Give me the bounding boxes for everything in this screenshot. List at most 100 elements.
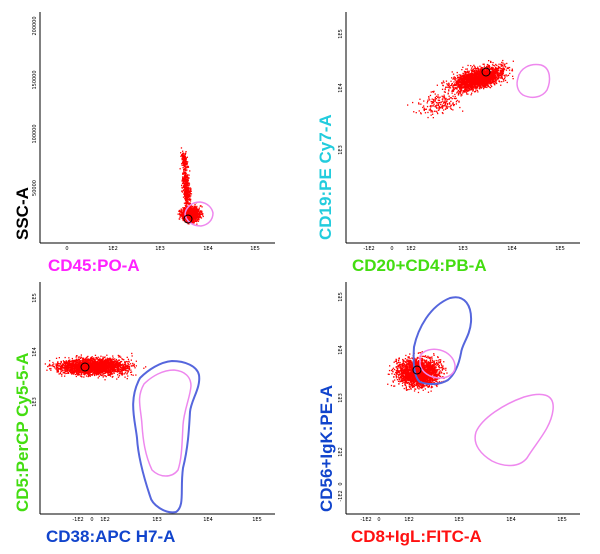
event-dot [187,188,189,190]
event-dot [191,210,193,212]
event-dot [199,214,201,216]
event-dot [197,209,200,211]
event-dot [489,83,492,85]
event-dot [512,60,514,62]
event-dot [470,67,473,69]
event-dot [55,367,58,369]
event-dot [496,69,498,71]
event-dot [436,104,438,106]
event-dot [184,187,186,189]
event-dot [468,88,470,90]
event-dot [192,215,194,217]
event-dot [477,77,479,80]
event-dot [452,87,454,89]
event-dot [438,99,441,101]
event-dot [479,75,481,77]
event-dot [53,365,55,368]
event-dot [490,80,492,82]
event-dot [487,81,489,83]
event-dot [466,86,468,88]
event-dot [468,86,470,88]
event-dot [452,89,454,92]
event-dot [461,94,463,96]
event-dot [478,83,481,85]
event-dot [498,80,500,82]
event-dot [184,216,186,218]
event-dot [448,82,450,84]
panel-cd5-vs-cd38: -1E2 0 1E2 1E3 1E4 1E5 1E3 1E4 1E5 CD38:… [13,282,275,546]
event-dot [444,101,446,104]
event-dot [187,190,189,192]
event-dot [481,69,483,71]
event-dot [483,81,485,83]
event-dot [465,82,467,84]
event-dot [484,73,487,76]
event-dot [189,219,191,221]
event-dot [186,162,188,164]
event-dot [184,173,186,176]
event-dot [198,217,200,220]
event-dot [469,84,472,86]
event-dot [186,194,188,196]
event-dot [492,73,494,75]
event-dot [187,191,189,194]
event-dot [187,174,189,176]
event-dot [187,195,189,197]
event-dot [479,86,481,88]
event-dot [182,218,184,221]
event-dot [181,157,183,159]
event-dot [490,84,492,86]
event-dot [196,220,198,223]
event-dot [184,191,186,194]
event-dot [442,112,444,115]
event-dot [501,72,503,74]
event-dot [196,220,198,222]
event-dot [486,86,488,89]
event-dot [475,86,477,88]
event-dot [495,79,498,81]
event-dot [424,112,427,114]
event-dot [473,83,475,85]
event-dot [183,171,185,173]
event-dot [187,223,189,225]
event-dot [465,91,467,93]
event-dot [198,214,200,216]
event-dot [486,63,489,66]
event-dot [431,111,434,113]
event-dot [433,110,436,112]
event-dot [465,72,467,74]
event-dot [184,209,187,211]
event-dot [469,89,471,91]
event-dot [499,66,501,69]
event-dot [464,82,466,84]
event-dot [471,73,473,75]
event-dot [460,78,463,80]
event-dot [454,76,456,79]
event-dot [484,84,486,86]
event-dot [491,71,493,73]
event-dot [482,77,484,79]
event-dot [481,82,483,84]
event-dot [450,107,452,109]
event-dot [498,67,500,70]
event-dot [485,68,487,70]
event-dot [493,77,495,79]
event-dot [472,78,474,80]
event-dot [482,86,484,88]
event-dot [471,74,474,76]
event-dot [185,172,187,175]
event-dot [179,211,181,213]
event-dot [452,78,454,80]
event-dot [180,215,182,217]
event-dot [453,77,455,79]
event-dot [184,198,186,200]
event-dot [128,364,130,366]
event-dot [190,213,192,216]
event-dot [186,196,188,199]
event-dot [455,82,457,84]
event-dot [482,73,484,76]
event-dot [490,82,492,84]
event-dot [459,84,461,86]
event-dot [439,106,441,109]
event-dot [448,102,451,104]
